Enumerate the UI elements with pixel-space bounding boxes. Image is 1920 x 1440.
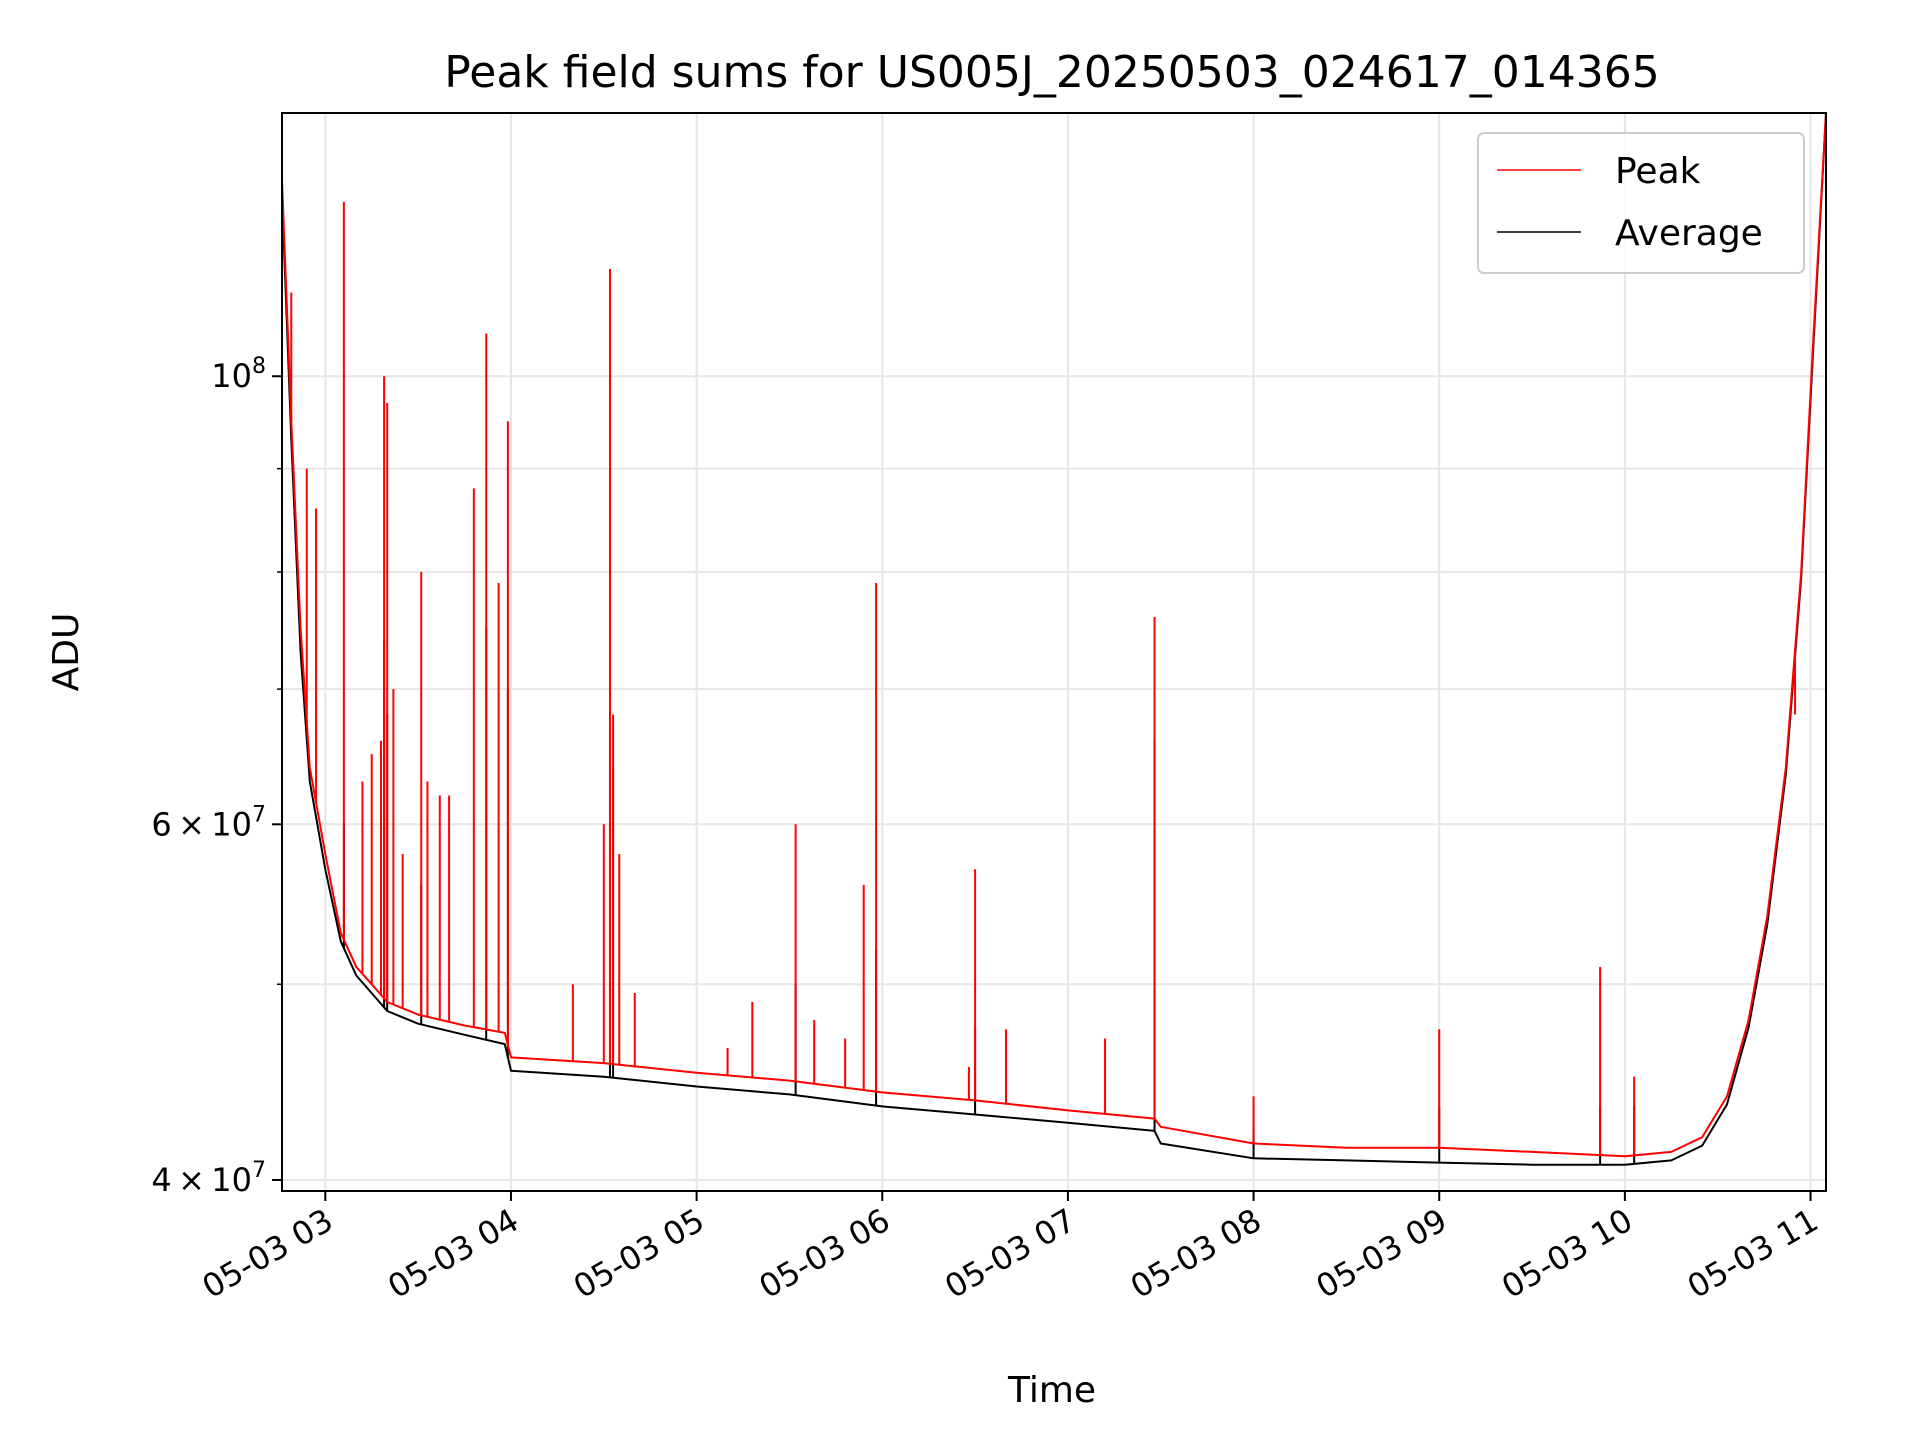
legend-label-average: Average xyxy=(1615,213,1763,254)
y-axis-label: ADU xyxy=(46,613,87,692)
y-tick-label: 4 × 107 xyxy=(151,1158,266,1199)
y-tick-label-base: 4 × 10 xyxy=(151,1161,252,1199)
y-tick-label: 6 × 107 xyxy=(151,802,266,843)
y-tick-label-exponent: 7 xyxy=(252,1158,266,1183)
series-line-average xyxy=(282,113,1826,1166)
plot-area xyxy=(282,113,1826,1191)
y-tick-label: 108 xyxy=(211,354,266,395)
plot-frame xyxy=(281,112,1827,1192)
series-line-peak xyxy=(282,113,1826,1158)
series-layer xyxy=(282,113,1826,1166)
legend-box xyxy=(1477,132,1805,274)
y-tick-label-exponent: 7 xyxy=(252,802,266,827)
legend: Peak Average xyxy=(1477,132,1805,274)
chart-title: Peak field sums for US005J_20250503_0246… xyxy=(444,47,1659,98)
y-tick-label-base: 10 xyxy=(211,357,252,395)
x-axis-label: Time xyxy=(1007,1370,1096,1411)
legend-label-peak: Peak xyxy=(1615,151,1701,192)
y-tick-label-exponent: 8 xyxy=(252,354,266,379)
y-tick-label-base: 6 × 10 xyxy=(151,805,252,843)
grid xyxy=(282,113,1826,1191)
series-peak xyxy=(282,113,1826,1158)
